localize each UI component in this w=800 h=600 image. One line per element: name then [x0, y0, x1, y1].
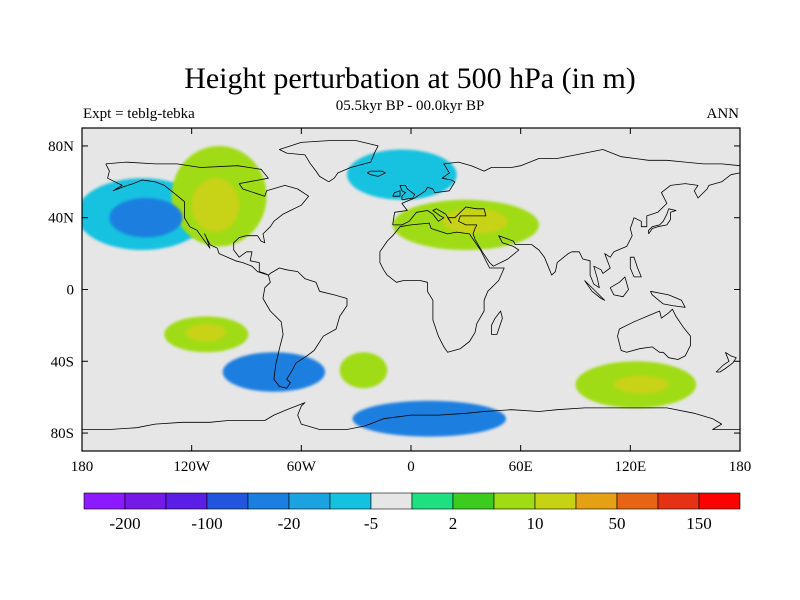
colorbar-box — [616, 492, 659, 510]
colorbar-box — [165, 492, 208, 510]
coast-madagascar — [491, 310, 503, 335]
coast-antarctica — [82, 402, 740, 430]
colorbar-box — [247, 492, 290, 510]
anomaly-antarctic-low — [352, 400, 507, 437]
colorbar-label: -200 — [109, 514, 140, 533]
lat-tick-label: 0 — [67, 283, 75, 299]
lon-tick-label: 60W — [287, 459, 317, 475]
colorbar-box — [657, 492, 700, 510]
colorbar-label: -100 — [191, 514, 222, 533]
coast-greenland — [279, 140, 379, 183]
colorbar-label: -5 — [364, 514, 378, 533]
colorbar-label: 50 — [609, 514, 626, 533]
coast-asia-east — [392, 172, 740, 289]
anomaly-south-america-low — [222, 352, 326, 392]
coast-new-zealand — [715, 351, 737, 373]
lon-tick-label: 120E — [614, 459, 646, 475]
anomaly-australia-high-core — [613, 375, 669, 394]
colorbar-label: 2 — [449, 514, 458, 533]
lon-tick-label: 180 — [729, 459, 752, 475]
colorbar-label: 150 — [686, 514, 712, 533]
coast-sumatra — [584, 280, 606, 301]
colorbar-box — [452, 492, 495, 510]
lon-tick-label: 0 — [407, 459, 415, 475]
map-panel: 180 120W 60W 0 60E 120E 180 80N 40N 0 40S 80S — [48, 127, 751, 475]
lat-tick-label: 40N — [48, 211, 74, 227]
colorbar: -200 -100 -20 -5 2 10 50 150 — [83, 492, 741, 533]
colorbar-box — [575, 492, 618, 510]
anomaly-north-america-high-core — [191, 178, 240, 233]
anomaly-ne-pacific-low — [109, 197, 183, 238]
lat-tick-label: 80S — [51, 426, 74, 442]
colorbar-box — [206, 492, 249, 510]
anomaly-south-pacific-high-core — [186, 323, 227, 342]
coast-iceland — [366, 170, 386, 177]
anomaly-south-atlantic-high — [339, 352, 388, 389]
colorbar-box — [370, 492, 413, 510]
coast-africa — [379, 222, 505, 353]
coast-australia — [617, 308, 691, 360]
colorbar-box — [411, 492, 454, 510]
coast-japan — [648, 208, 677, 235]
colorbar-label: 10 — [527, 514, 544, 533]
plot-title: Height perturbation at 500 hPa (in m) — [184, 62, 636, 95]
colorbar-box — [493, 492, 536, 510]
subtitle-center: 05.5kyr BP - 00.0kyr BP — [336, 98, 485, 114]
lon-tick-label: 60E — [509, 459, 533, 475]
lon-tick-label: 180 — [71, 459, 94, 475]
coast-north-america — [105, 161, 309, 276]
subtitle-left: Expt = teblg-tebka — [83, 106, 195, 122]
axis-ticks: 180 120W 60W 0 60E 120E 180 80N 40N 0 40S 80S — [48, 128, 751, 475]
lat-tick-label: 40S — [51, 354, 74, 370]
subtitle-right: ANN — [707, 106, 740, 122]
colorbar-box — [698, 492, 741, 510]
coast-uk — [399, 185, 416, 201]
coast-new-guinea — [650, 290, 686, 308]
colorbar-box — [329, 492, 372, 510]
coast-philippines — [629, 256, 642, 278]
coast-south-america — [262, 267, 348, 389]
lon-tick-label: 120W — [173, 459, 211, 475]
anomaly-field-layer — [82, 145, 697, 437]
coast-borneo — [609, 276, 629, 298]
colorbar-label: -20 — [278, 514, 301, 533]
lat-tick-label: 80N — [48, 139, 74, 155]
colorbar-box — [83, 492, 126, 510]
coast-eurasia — [392, 149, 740, 225]
colorbar-box — [288, 492, 331, 510]
coast-ireland — [392, 190, 401, 197]
colorbar-box — [534, 492, 577, 510]
coastlines — [82, 140, 740, 430]
colorbar-box — [124, 492, 167, 510]
anomaly-eurasia-high-core — [442, 208, 508, 234]
anomaly-north-atlantic-low — [347, 149, 457, 200]
